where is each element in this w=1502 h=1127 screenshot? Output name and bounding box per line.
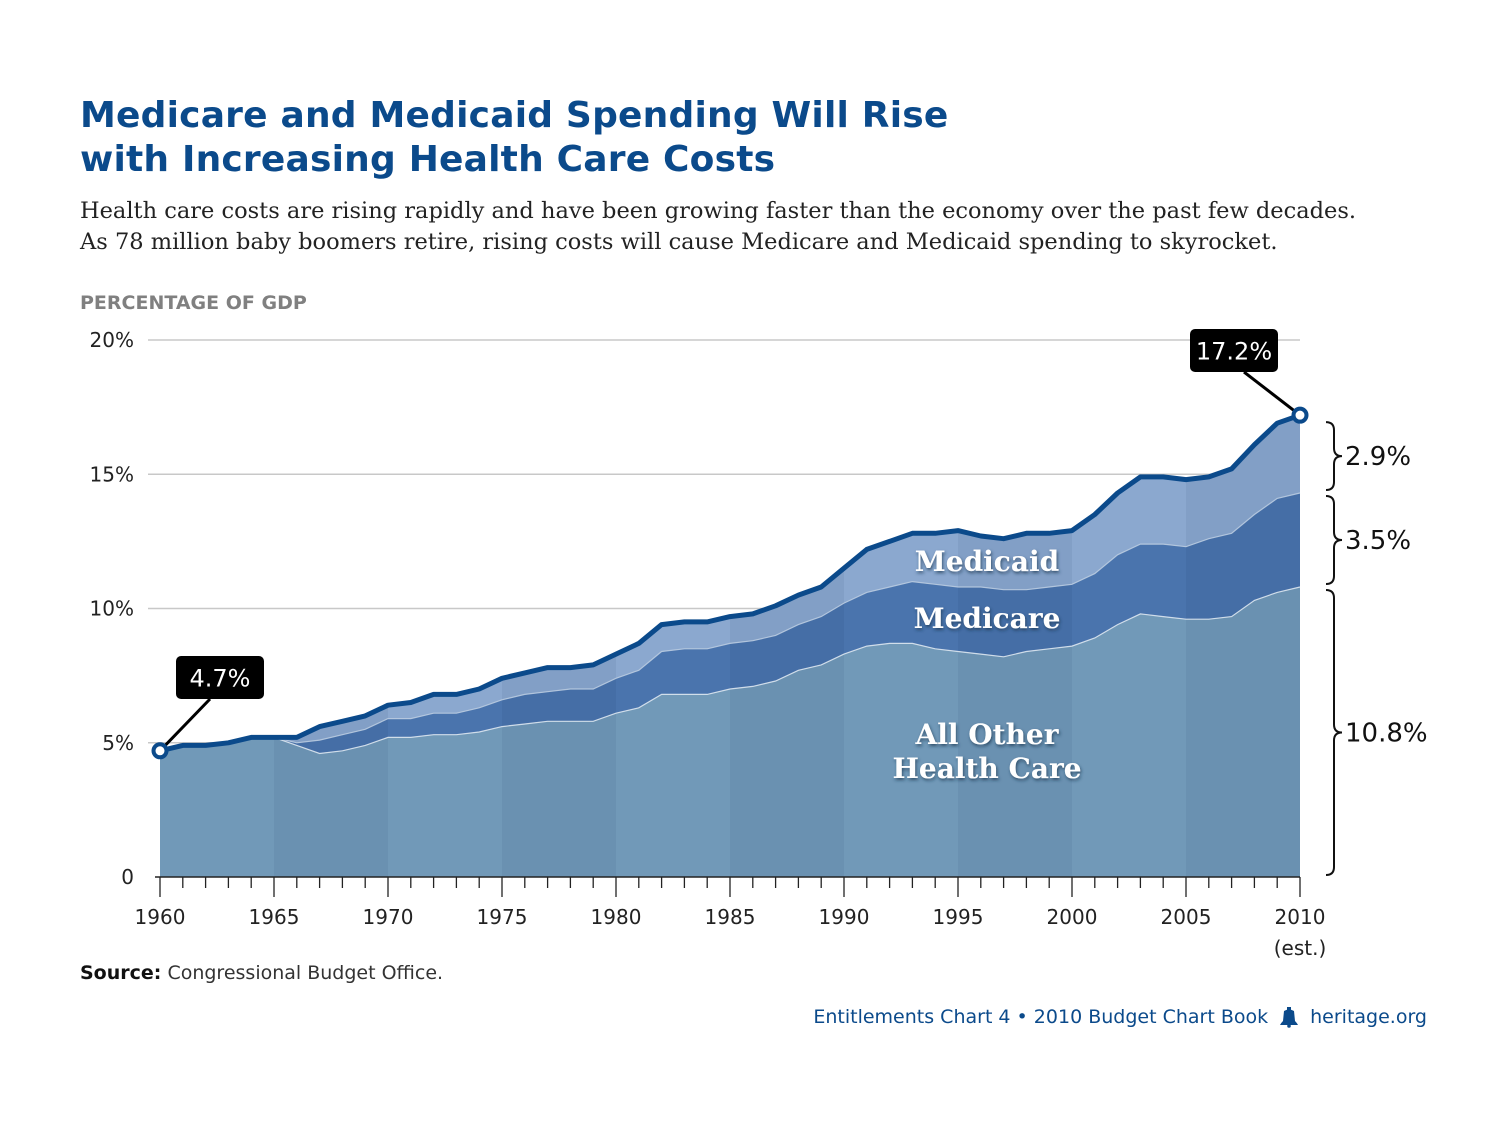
x-tick-label-1975: 1975 bbox=[477, 905, 528, 929]
medicaid-area-label: Medicaid bbox=[915, 545, 1059, 578]
callout-2010-marker bbox=[1291, 406, 1309, 424]
x-tick-label-1995: 1995 bbox=[933, 905, 984, 929]
share-brackets: 2.9% 3.5% 10.8% bbox=[1325, 421, 1428, 876]
source-note: Source: Congressional Budget Office. bbox=[80, 962, 443, 984]
chart-subtitle-line-2: As 78 million baby boomers retire, risin… bbox=[80, 229, 1278, 255]
callout-1960-label: 4.7% bbox=[190, 665, 251, 693]
medicare-upper-boundary bbox=[159, 492, 1301, 752]
source-text: Congressional Budget Office. bbox=[167, 962, 444, 984]
x-tick-label-1985: 1985 bbox=[705, 905, 756, 929]
band-2005 bbox=[1186, 415, 1300, 877]
area-layers bbox=[160, 415, 1300, 877]
x-tick-label-1980: 1980 bbox=[591, 905, 642, 929]
callout-2010-box bbox=[1190, 329, 1278, 372]
other-health-care-area bbox=[160, 587, 1300, 877]
chart-title-line-2: with Increasing Health Care Costs bbox=[80, 139, 776, 180]
chart-title-line-1: Medicare and Medicaid Spending Will Rise bbox=[80, 95, 949, 136]
medicaid-share-label: 2.9% bbox=[1345, 442, 1411, 472]
other-area-label-line-2: Health Care bbox=[892, 752, 1081, 785]
total-line bbox=[159, 412, 1301, 754]
footer-site: heritage.org bbox=[1310, 1006, 1427, 1028]
x-tick-label-1990: 1990 bbox=[819, 905, 870, 929]
callout-2010-label: 17.2% bbox=[1196, 338, 1272, 366]
x-tick-label-2010: 2010 bbox=[1275, 905, 1326, 929]
medicaid-share-brace bbox=[1325, 421, 1343, 492]
callout-1960-marker bbox=[151, 742, 169, 760]
medicare-area bbox=[160, 493, 1300, 754]
callout-1960-box bbox=[176, 656, 264, 699]
chart-subtitle-line-1: Health care costs are rising rapidly and… bbox=[80, 198, 1357, 224]
y-tick-label-15: 15% bbox=[90, 462, 134, 486]
x-tick-label-1970: 1970 bbox=[363, 905, 414, 929]
axes: 1960 1965 1970 1975 1980 1985 1990 1995 2000 2005… bbox=[135, 876, 1327, 960]
area-labels: Medicaid Medicare All Other Health Care bbox=[892, 545, 1081, 785]
x-tick-label-1960: 1960 bbox=[135, 905, 186, 929]
y-axis-title: PERCENTAGE OF GDP bbox=[80, 292, 307, 314]
callout-1960-leader bbox=[158, 697, 212, 752]
medicare-share-label: 3.5% bbox=[1345, 526, 1411, 556]
other-upper-boundary bbox=[159, 586, 1301, 755]
series-boundaries bbox=[159, 412, 1301, 755]
x-tick-note-est: (est.) bbox=[1274, 936, 1327, 960]
y-tick-label-5: 5% bbox=[102, 731, 134, 755]
x-tick-label-2000: 2000 bbox=[1047, 905, 1098, 929]
y-tick-label-20: 20% bbox=[90, 328, 134, 352]
medicare-area-label: Medicare bbox=[914, 602, 1061, 635]
x-tick-label-2005: 2005 bbox=[1161, 905, 1212, 929]
y-tick-label-0: 0 bbox=[121, 865, 134, 889]
medicare-share-brace bbox=[1325, 495, 1343, 586]
other-share-label: 10.8% bbox=[1345, 719, 1428, 749]
medicaid-area bbox=[160, 415, 1300, 751]
other-share-brace bbox=[1325, 589, 1343, 876]
liberty-bell-icon bbox=[1280, 1007, 1299, 1028]
source-label: Source: bbox=[80, 962, 162, 984]
value-callouts: 4.7% 17.2% bbox=[151, 329, 1309, 760]
x-tick-label-1965: 1965 bbox=[249, 905, 300, 929]
footer-chart-book: Entitlements Chart 4 • 2010 Budget Chart… bbox=[813, 1006, 1269, 1028]
footer-credit: Entitlements Chart 4 • 2010 Budget Chart… bbox=[813, 1006, 1427, 1028]
callout-2010-leader bbox=[1243, 370, 1301, 417]
y-tick-label-10: 10% bbox=[90, 597, 134, 621]
chart-title: Medicare and Medicaid Spending Will Rise… bbox=[80, 94, 1380, 182]
chart-subtitle: Health care costs are rising rapidly and… bbox=[80, 196, 1460, 258]
other-area-label-line-1: All Other bbox=[915, 718, 1060, 751]
